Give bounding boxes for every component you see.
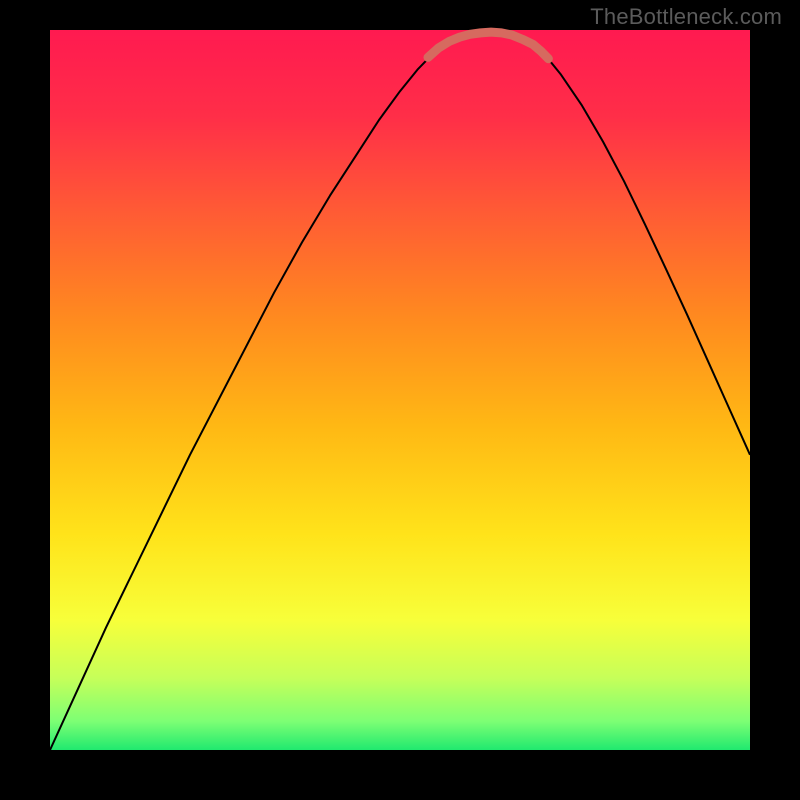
plot-area xyxy=(50,30,750,750)
chart-stage: TheBottleneck.com xyxy=(0,0,800,800)
chart-svg xyxy=(0,0,800,800)
watermark-text: TheBottleneck.com xyxy=(590,4,782,30)
